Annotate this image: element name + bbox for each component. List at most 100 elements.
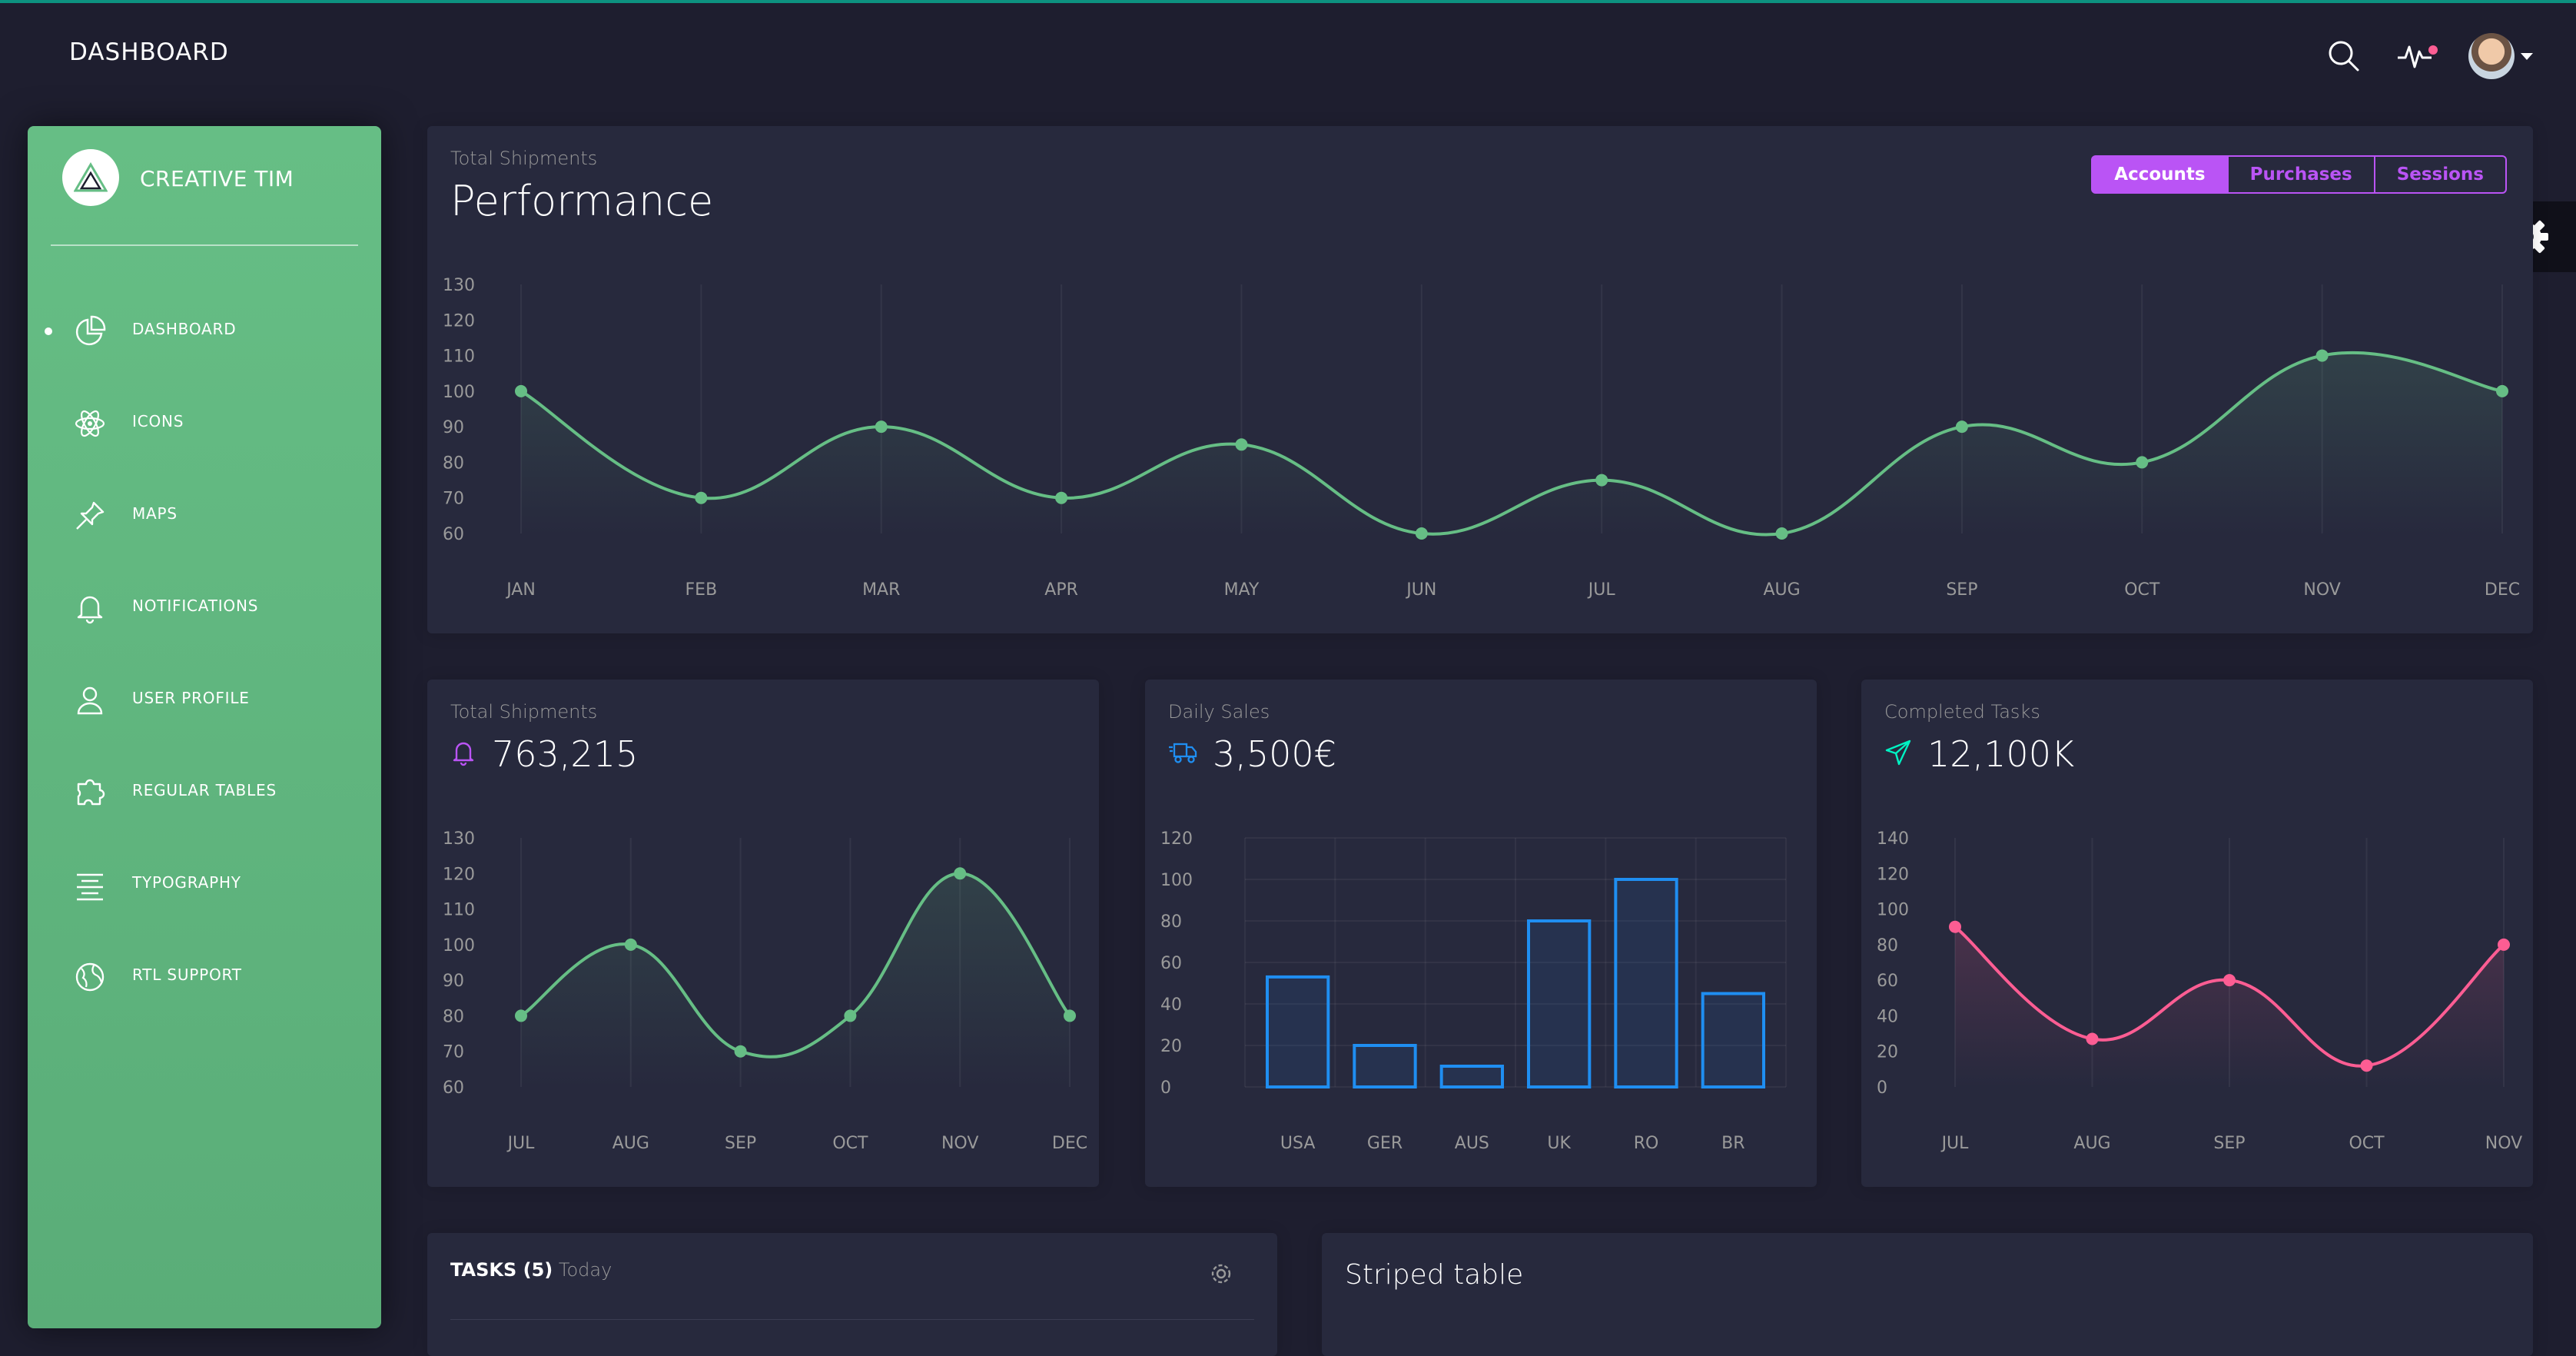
sidebar-item-maps[interactable]: MAPS bbox=[28, 489, 381, 581]
bar[interactable] bbox=[1701, 992, 1766, 1088]
y-tick-label: 60 bbox=[443, 1078, 464, 1098]
y-tick-label: 0 bbox=[1160, 1078, 1171, 1098]
x-tick-label: SEP bbox=[725, 1134, 756, 1153]
data-point[interactable] bbox=[1949, 920, 1961, 933]
activity-icon[interactable] bbox=[2396, 41, 2438, 71]
x-tick-label: JUN bbox=[1405, 580, 1436, 600]
y-tick-label: 90 bbox=[443, 972, 464, 991]
sidebar-item-regular-tables[interactable]: REGULAR TABLES bbox=[28, 766, 381, 858]
data-point[interactable] bbox=[2496, 384, 2508, 397]
bar[interactable] bbox=[1266, 975, 1330, 1088]
y-tick-label: 120 bbox=[1160, 829, 1193, 849]
data-point[interactable] bbox=[1595, 474, 1608, 487]
sidebar-item-label: USER PROFILE bbox=[132, 689, 250, 707]
data-point[interactable] bbox=[2223, 974, 2236, 987]
data-point[interactable] bbox=[1955, 420, 1968, 434]
bar[interactable] bbox=[1527, 919, 1592, 1088]
x-tick-label: RO bbox=[1634, 1134, 1659, 1153]
y-tick-label: 100 bbox=[443, 383, 475, 402]
data-point[interactable] bbox=[2498, 938, 2510, 951]
total-shipments-card: Total Shipments 763,215 60 70 80 90 100 110 12… bbox=[427, 680, 1099, 1187]
bar[interactable] bbox=[1353, 1044, 1417, 1088]
y-tick-label: 90 bbox=[443, 418, 464, 437]
x-tick-label: AUG bbox=[612, 1134, 649, 1153]
y-tick-label: 60 bbox=[1877, 972, 1898, 991]
x-tick-label: NOV bbox=[941, 1134, 978, 1153]
x-tick-label: APR bbox=[1044, 580, 1078, 600]
y-tick-label: 120 bbox=[1877, 865, 1909, 884]
data-point[interactable] bbox=[1775, 527, 1788, 540]
navbar-brand[interactable]: DASHBOARD bbox=[69, 38, 229, 66]
x-tick-label: DEC bbox=[1052, 1134, 1087, 1153]
performance-card: Total Shipments Performance Accounts Pur… bbox=[427, 126, 2533, 633]
sessions-button[interactable]: Sessions bbox=[2373, 155, 2507, 194]
data-point[interactable] bbox=[954, 867, 967, 880]
search-icon[interactable] bbox=[2327, 39, 2361, 73]
data-point[interactable] bbox=[515, 384, 527, 397]
y-tick-label: 110 bbox=[443, 347, 475, 367]
x-tick-label: BR bbox=[1721, 1134, 1744, 1153]
card-value-row: 763,215 bbox=[450, 733, 638, 775]
globe-icon bbox=[71, 958, 109, 996]
data-point[interactable] bbox=[2086, 1032, 2099, 1045]
sidebar: CREATIVE TIM DASHBOARD ICONS MAPS NOTIFI… bbox=[28, 126, 381, 1328]
data-point[interactable] bbox=[624, 938, 637, 951]
data-point[interactable] bbox=[1415, 527, 1428, 540]
purchases-button[interactable]: Purchases bbox=[2226, 155, 2375, 194]
bar[interactable] bbox=[1439, 1065, 1504, 1088]
logo-icon[interactable] bbox=[62, 149, 119, 206]
bar[interactable] bbox=[1614, 878, 1678, 1088]
x-tick-label: AUG bbox=[2073, 1134, 2110, 1153]
data-point[interactable] bbox=[695, 491, 708, 504]
card-category: Completed Tasks bbox=[1884, 701, 2040, 723]
sidebar-item-user-profile[interactable]: USER PROFILE bbox=[28, 673, 381, 766]
sidebar-item-icons[interactable]: ICONS bbox=[28, 397, 381, 489]
delivery-truck-icon bbox=[1168, 739, 1197, 769]
sidebar-item-label: TYPOGRAPHY bbox=[132, 873, 241, 892]
sidebar-item-notifications[interactable]: NOTIFICATIONS bbox=[28, 581, 381, 673]
x-tick-label: OCT bbox=[2349, 1134, 2385, 1153]
shipments-chart: 60 70 80 90 100 110 120 130 JUL AUG SEP OCT NOV DEC bbox=[443, 829, 1087, 1153]
series-area bbox=[521, 352, 2502, 535]
data-point[interactable] bbox=[2136, 456, 2149, 469]
data-point[interactable] bbox=[2315, 349, 2329, 362]
x-tick-label: DEC bbox=[2485, 580, 2520, 600]
data-point[interactable] bbox=[1055, 491, 1068, 504]
y-tick-label: 130 bbox=[443, 276, 475, 295]
x-tick-label: USA bbox=[1280, 1134, 1316, 1153]
sidebar-item-typography[interactable]: TYPOGRAPHY bbox=[28, 858, 381, 950]
atom-icon bbox=[71, 404, 109, 443]
sidebar-item-dashboard[interactable]: DASHBOARD bbox=[28, 304, 381, 397]
x-tick-label: JUL bbox=[1587, 580, 1616, 600]
y-tick-label: 0 bbox=[1877, 1078, 1887, 1098]
y-tick-label: 60 bbox=[1160, 954, 1182, 973]
data-point[interactable] bbox=[1235, 438, 1248, 451]
data-point[interactable] bbox=[1064, 1009, 1076, 1022]
y-tick-label: 40 bbox=[1877, 1007, 1898, 1026]
sidebar-nav: DASHBOARD ICONS MAPS NOTIFICATIONS USER … bbox=[28, 304, 381, 1042]
y-tick-label: 70 bbox=[443, 490, 464, 509]
y-tick-label: 100 bbox=[443, 936, 475, 956]
data-point[interactable] bbox=[2360, 1059, 2373, 1072]
chevron-down-icon[interactable] bbox=[2521, 52, 2533, 60]
sidebar-item-label: DASHBOARD bbox=[132, 320, 237, 338]
card-value-row: 12,100K bbox=[1884, 733, 2074, 775]
tasks-card: TASKS (5) Today bbox=[427, 1233, 1277, 1356]
data-point[interactable] bbox=[734, 1045, 747, 1058]
striped-table-title: Striped table bbox=[1345, 1259, 1524, 1291]
card-value: 12,100K bbox=[1927, 733, 2075, 775]
data-point[interactable] bbox=[515, 1009, 527, 1022]
sidebar-item-rtl-support[interactable]: RTL SUPPORT bbox=[28, 950, 381, 1042]
data-point[interactable] bbox=[875, 420, 888, 434]
x-tick-label: NOV bbox=[2303, 580, 2340, 600]
accounts-button[interactable]: Accounts bbox=[2091, 155, 2229, 194]
striped-table-card: Striped table bbox=[1322, 1233, 2533, 1356]
data-point[interactable] bbox=[844, 1009, 857, 1022]
gear-icon[interactable] bbox=[1208, 1261, 1234, 1290]
x-tick-label: MAR bbox=[862, 580, 900, 600]
avatar[interactable] bbox=[2468, 33, 2515, 79]
x-tick-label: SEP bbox=[2213, 1134, 2245, 1153]
sidebar-logo-text[interactable]: CREATIVE TIM bbox=[140, 166, 294, 191]
user-menu[interactable] bbox=[2468, 33, 2533, 79]
user-icon bbox=[71, 681, 109, 720]
